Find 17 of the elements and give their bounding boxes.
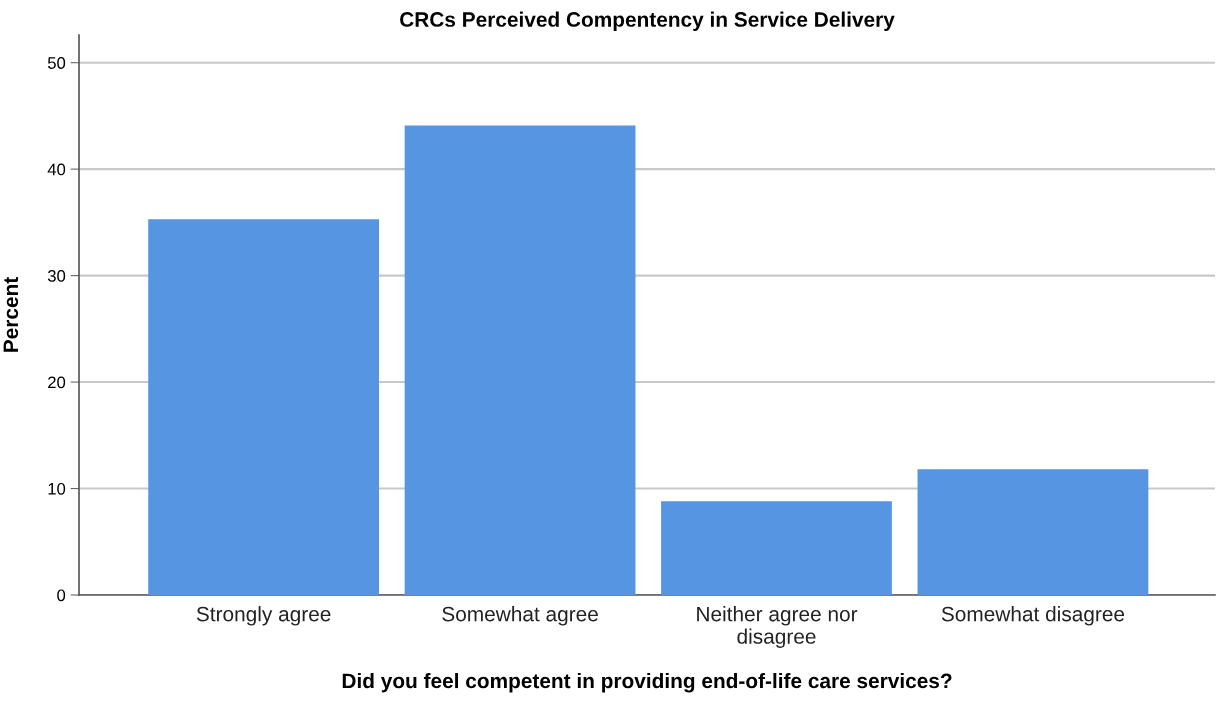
bar <box>917 469 1149 595</box>
bar <box>661 501 892 595</box>
x-tick-label: Somewhat agree <box>442 606 598 626</box>
chart-title: CRCs Perceived Compentency in Service Delivery <box>400 11 895 31</box>
y-axis-title: Percent <box>3 277 19 352</box>
y-tick-label: 40 <box>47 163 66 176</box>
x-tick-label: Neither agree nor disagree <box>697 606 858 648</box>
x-tick-label: Somewhat disagree <box>941 606 1125 626</box>
y-tick-label: 10 <box>48 482 66 495</box>
y-tick-label: 50 <box>47 57 66 69</box>
bar <box>404 125 636 595</box>
y-tick-label: 20 <box>48 376 66 389</box>
x-tick-label: Strongly agree <box>196 606 331 626</box>
y-tick-label: 0 <box>57 589 66 602</box>
y-tick-label: 30 <box>47 270 66 282</box>
x-axis-title: Did you feel competent in providing end-of-life care services? <box>342 672 952 693</box>
bar <box>148 219 380 595</box>
